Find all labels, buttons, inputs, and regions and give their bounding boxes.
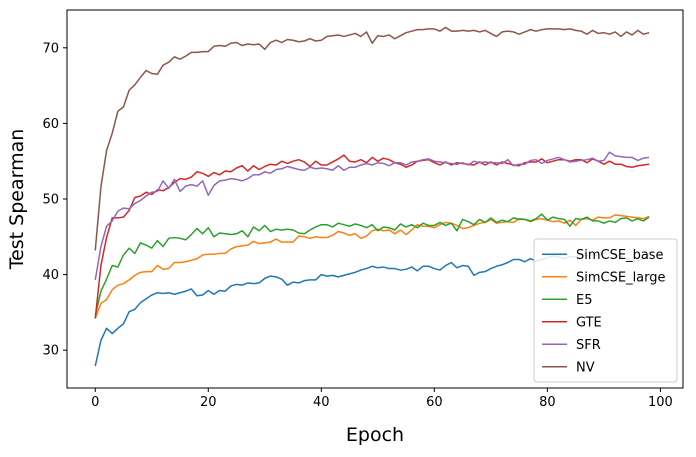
x-tick-label: 60 xyxy=(426,395,443,410)
series-line-simcse-large xyxy=(94,214,650,319)
legend-label: SimCSE_base xyxy=(576,248,664,263)
y-tick-label: 70 xyxy=(42,41,59,56)
x-tick-label: 40 xyxy=(313,395,330,410)
series-line-e5 xyxy=(94,213,650,316)
x-tick-label: 20 xyxy=(200,395,217,410)
series-line-sfr xyxy=(94,151,650,281)
x-tick-label: 100 xyxy=(648,395,673,410)
legend: SimCSE_base SimCSE_large E5 GTE SFR NV xyxy=(533,238,678,383)
legend-label: NV xyxy=(576,360,595,375)
tick-layer: 0 20 40 60 80 100 30 40 50 60 70 xyxy=(42,41,672,410)
y-tick-label: 60 xyxy=(42,117,59,132)
legend-label: E5 xyxy=(576,293,593,308)
legend-label: SimCSE_large xyxy=(576,270,666,285)
y-tick-label: 30 xyxy=(42,344,59,359)
y-axis-label: Test Spearman xyxy=(6,129,28,271)
series-line-gte xyxy=(94,154,650,319)
series-line-nv xyxy=(94,26,650,251)
x-axis-label: Epoch xyxy=(346,424,404,446)
x-tick-label: 0 xyxy=(91,395,99,410)
legend-box xyxy=(533,238,678,383)
y-tick-label: 50 xyxy=(42,193,59,208)
series-layer xyxy=(94,26,650,367)
x-tick-label: 80 xyxy=(539,395,556,410)
legend-label: GTE xyxy=(576,315,602,330)
legend-label: SFR xyxy=(576,338,601,353)
y-tick-label: 40 xyxy=(42,268,59,283)
